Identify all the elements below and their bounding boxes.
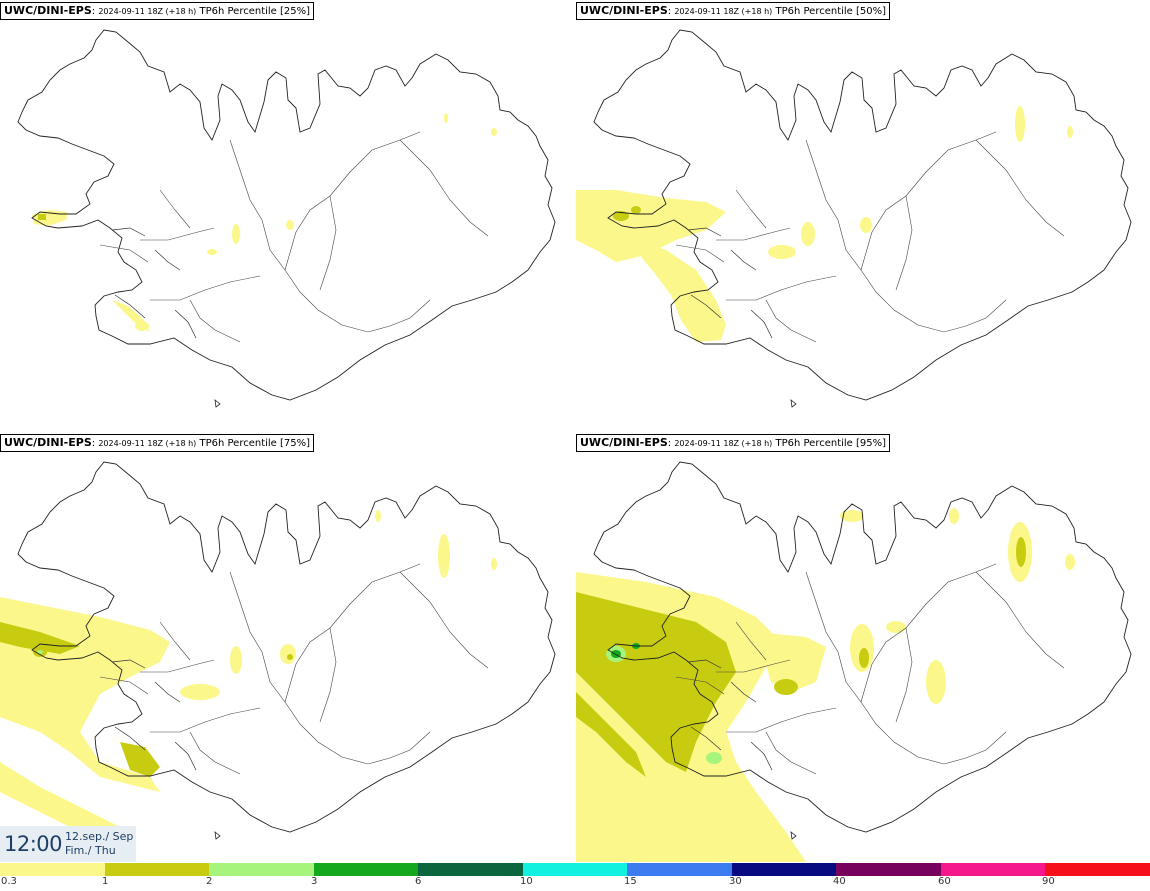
legend-segment: [1045, 863, 1150, 876]
legend-tick-label: 2: [206, 876, 213, 887]
legend-segment: [836, 863, 941, 876]
legend-segment: [940, 863, 1046, 876]
iceland-map: [576, 29, 1132, 408]
legend-segment: [522, 863, 628, 876]
legend-tick-label: 30: [729, 876, 742, 887]
panel-title: UWC/DINI-EPS: 2024-09-11 18Z (+18 h) TP6…: [576, 2, 891, 20]
legend-segment: [0, 863, 105, 876]
model-name: UWC/DINI-EPS: [580, 436, 668, 449]
legend-segment: [104, 863, 210, 876]
model-name: UWC/DINI-EPS: [580, 4, 668, 17]
coastline: [17, 29, 556, 408]
legend-tick-label: 10: [520, 876, 533, 887]
legend-tick-label: 3: [311, 876, 318, 887]
parameter-label: TP6h Percentile [50%]: [775, 6, 887, 17]
precip-field: [32, 113, 497, 332]
legend-colorbar: [0, 863, 1150, 876]
legend-segment: [627, 863, 732, 876]
valid-time: 12:00: [4, 832, 63, 856]
map-panel-p25: UWC/DINI-EPS: 2024-09-11 18Z (+18 h) TP6…: [0, 0, 574, 430]
model-name: UWC/DINI-EPS: [4, 4, 92, 17]
valid-date-line2: Fim./ Thu: [65, 844, 116, 857]
run-time: 2024-09-11 18Z (+18 h): [674, 7, 773, 16]
precip-field: [576, 106, 1073, 342]
panel-title: UWC/DINI-EPS: 2024-09-11 18Z (+18 h) TP6…: [576, 434, 891, 452]
parameter-label: TP6h Percentile [95%]: [775, 438, 887, 449]
legend-labels: 0.3 1 2 3 6 10 15 30 40 60 90: [0, 876, 1150, 890]
panel-title: UWC/DINI-EPS: 2024-09-11 18Z (+18 h) TP6…: [0, 2, 315, 20]
panel-title: UWC/DINI-EPS: 2024-09-11 18Z (+18 h) TP6…: [0, 434, 315, 452]
map-panel-p75: UWC/DINI-EPS: 2024-09-11 18Z (+18 h) TP6…: [0, 432, 574, 862]
legend-segment: [313, 863, 419, 876]
legend-segment: [418, 863, 523, 876]
valid-time-box: 12:00 12.sep./ Sep Fim./ Thu: [0, 826, 136, 862]
legend-tick-label: 40: [833, 876, 846, 887]
run-time: 2024-09-11 18Z (+18 h): [674, 439, 773, 448]
parameter-label: TP6h Percentile [25%]: [199, 6, 311, 17]
parameter-label: TP6h Percentile [75%]: [199, 438, 311, 449]
model-name: UWC/DINI-EPS: [4, 436, 92, 449]
iceland-map: [0, 461, 556, 842]
legend-segment: [731, 863, 837, 876]
valid-date-line1: 12.sep./ Sep: [65, 830, 134, 843]
legend-tick-label: 6: [415, 876, 422, 887]
map-panel-p95: UWC/DINI-EPS: 2024-09-11 18Z (+18 h) TP6…: [576, 432, 1150, 862]
legend-segment: [209, 863, 314, 876]
run-time: 2024-09-11 18Z (+18 h): [98, 439, 197, 448]
legend-tick-label: 1: [102, 876, 109, 887]
valid-date: 12.sep./ Sep Fim./ Thu: [65, 830, 133, 858]
iceland-map: [576, 461, 1132, 862]
run-time: 2024-09-11 18Z (+18 h): [98, 7, 197, 16]
map-panel-p50: UWC/DINI-EPS: 2024-09-11 18Z (+18 h) TP6…: [576, 0, 1150, 430]
legend-tick-label: 60: [938, 876, 951, 887]
precip-field: [576, 508, 1075, 862]
legend-tick-label: 90: [1042, 876, 1055, 887]
legend-tick-label: 0.3: [1, 876, 17, 887]
iceland-map: [17, 29, 556, 408]
precip-field: [0, 510, 497, 842]
legend-tick-label: 15: [624, 876, 637, 887]
